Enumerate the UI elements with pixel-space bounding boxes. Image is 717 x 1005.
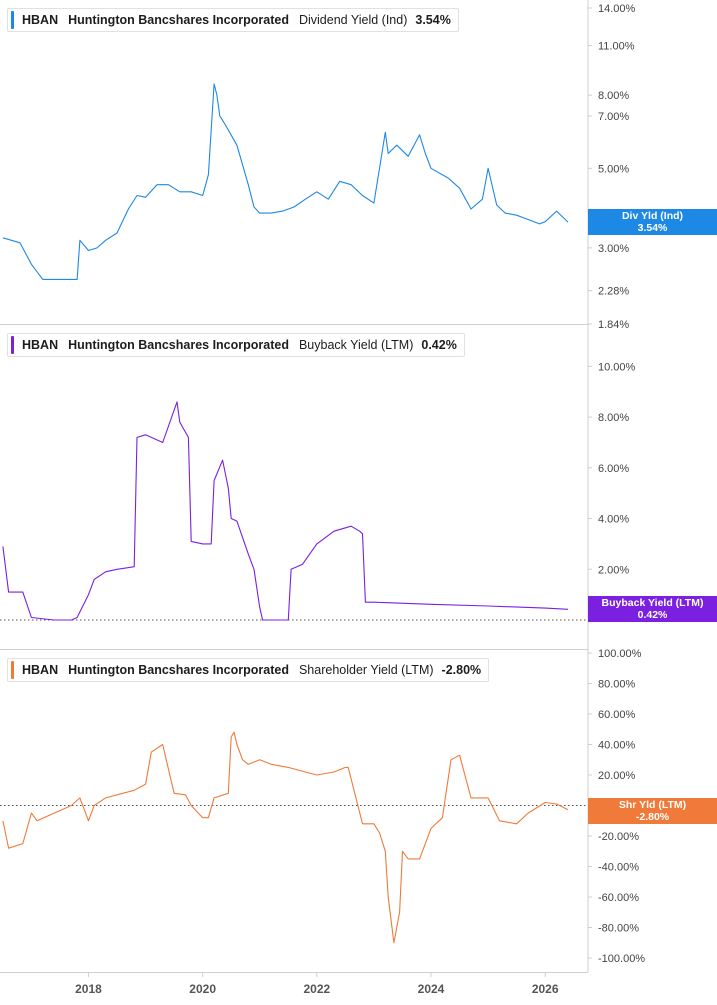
metric-value: -2.80% [441,663,482,677]
y-tick-label: 40.00% [598,740,636,752]
x-tick-label: 2024 [418,982,445,996]
y-tick-label: -60.00% [598,892,639,904]
metric-name: Shareholder Yield (LTM) [298,663,434,677]
company-name: Huntington Bancshares Incorporated [68,663,289,677]
zero-reference-lines [0,619,588,806]
panel-header-shareholder: HBAN Huntington Bancshares Incorporated … [7,658,490,682]
series-line-1 [2,83,569,280]
y-tick-label: 2.28% [598,286,629,298]
badge-label: Shr Yld (LTM) [618,799,687,811]
panel-header-dividend: HBAN Huntington Bancshares Incorporated … [7,8,459,32]
y-tick-label: -80.00% [598,923,639,935]
last-value-badge-shareholder: Shr Yld (LTM) -2.80% [588,798,717,824]
x-tick-label: 2018 [75,982,102,996]
ticker-symbol: HBAN [22,338,59,352]
series-lines [2,83,569,944]
series-color-marker [11,336,14,354]
y-tick-label: 80.00% [598,679,636,691]
y-tick-label: -20.00% [598,831,639,843]
y-tick-label: 2.00% [598,564,629,576]
series-color-marker [11,11,14,29]
y-tick-label: 1.84% [598,319,629,331]
x-tick-label: 2022 [303,982,330,996]
ticker-symbol: HBAN [22,13,59,27]
metric-value: 3.54% [415,13,451,27]
last-value-badge-dividend: Div Yld (Ind) 3.54% [588,209,717,235]
y-tick-label: 10.00% [598,361,636,373]
company-name: Huntington Bancshares Incorporated [68,13,289,27]
metric-name: Dividend Yield (Ind) [298,13,408,27]
badge-value: 3.54% [637,222,668,234]
y-tick-label: 11.00% [598,41,635,53]
y-tick-label: 5.00% [598,163,629,175]
y-tick-label: 60.00% [598,709,636,721]
badge-label: Buyback Yield (LTM) [601,597,704,609]
series-color-marker [11,661,14,679]
y-tick-label: 100.00% [598,648,642,660]
y-tick-label: -40.00% [598,862,639,874]
series-line-2 [2,401,569,621]
y-tick-label: 8.00% [598,90,629,102]
badge-value: 0.42% [637,609,668,621]
x-axis: 2018 2020 2022 2024 2026 [0,972,588,996]
ticker-symbol: HBAN [22,663,59,677]
badge-value: -2.80% [635,811,670,823]
x-tick-label: 2020 [189,982,216,996]
panel-separators [0,324,588,650]
metric-name: Buyback Yield (LTM) [298,338,414,352]
last-value-badge-buyback: Buyback Yield (LTM) 0.42% [588,596,717,622]
y-tick-label: 4.00% [598,514,629,526]
y-tick-label: 8.00% [598,412,629,424]
company-name: Huntington Bancshares Incorporated [68,338,289,352]
panel-header-buyback: HBAN Huntington Bancshares Incorporated … [7,333,465,357]
y-tick-label: 6.00% [598,463,629,475]
y-tick-label: 7.00% [598,111,629,123]
series-line-3 [2,731,569,944]
y-tick-labels: 14.00% 11.00% 8.00% 7.00% 5.00% 3.00% 2.28% 1.8… [588,3,645,965]
metric-value: 0.42% [421,338,457,352]
y-tick-label: -100.00% [598,953,645,965]
y-tick-label: 20.00% [598,770,636,782]
y-tick-label: 3.00% [598,243,629,255]
y-tick-label: 14.00% [598,3,636,15]
x-tick-label: 2026 [532,982,559,996]
badge-label: Div Yld (Ind) [621,210,684,222]
